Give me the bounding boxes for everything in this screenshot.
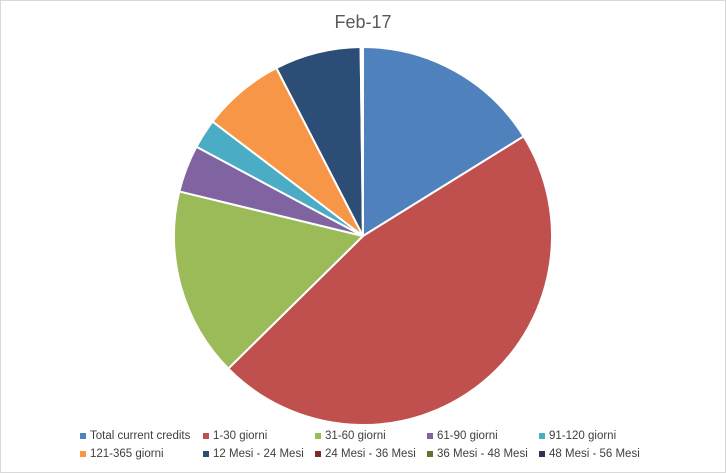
legend-label: Total current credits xyxy=(90,429,191,442)
legend-label: 36 Mesi - 48 Mesi xyxy=(437,447,528,460)
legend-swatch xyxy=(80,432,86,439)
legend-label: 24 Mesi - 36 Mesi xyxy=(325,447,416,460)
legend-swatch xyxy=(539,450,545,457)
legend-label: 91-120 giorni xyxy=(549,429,617,442)
pie-slice-0 xyxy=(362,45,525,238)
legend-swatch xyxy=(539,432,545,439)
legend-item-8: 36 Mesi - 48 Mesi xyxy=(427,446,539,461)
legend-swatch xyxy=(427,450,433,457)
legend-item-0: Total current credits xyxy=(80,428,203,443)
pie-slice-2 xyxy=(173,190,365,370)
legend-item-6: 12 Mesi - 24 Mesi xyxy=(203,446,315,461)
legend-swatch xyxy=(203,450,209,457)
legend: Total current credits 1-30 giorni 31-60 gi… xyxy=(80,428,720,461)
legend-swatch xyxy=(203,432,209,439)
legend-item-7: 24 Mesi - 36 Mesi xyxy=(315,446,427,461)
legend-swatch xyxy=(80,450,86,457)
legend-item-5: 121-365 giorni xyxy=(80,446,203,461)
pie-slice-1 xyxy=(226,134,553,426)
legend-swatch xyxy=(315,432,321,439)
legend-label: 121-365 giorni xyxy=(90,447,164,460)
legend-label: 48 Mesi - 56 Mesi xyxy=(549,447,640,460)
legend-label: 1-30 giorni xyxy=(213,429,268,442)
legend-item-1: 1-30 giorni xyxy=(203,428,315,443)
legend-swatch xyxy=(427,432,433,439)
legend-label: 61-90 giorni xyxy=(437,429,498,442)
legend-item-3: 61-90 giorni xyxy=(427,428,539,443)
legend-item-2: 31-60 giorni xyxy=(315,428,427,443)
pie-slice-9 xyxy=(361,45,364,237)
legend-item-4: 91-120 giorni xyxy=(539,428,651,443)
legend-label: 31-60 giorni xyxy=(325,429,386,442)
chart-title: Feb-17 xyxy=(334,12,392,32)
legend-item-9: 48 Mesi - 56 Mesi xyxy=(539,446,651,461)
legend-label: 12 Mesi - 24 Mesi xyxy=(213,447,304,460)
legend-swatch xyxy=(315,450,321,457)
